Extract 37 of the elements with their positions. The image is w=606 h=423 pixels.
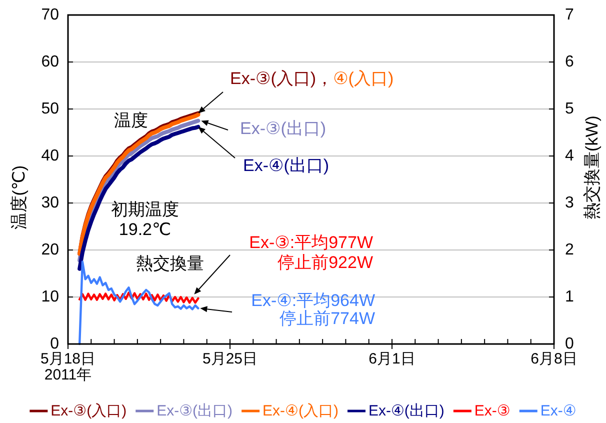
y-tick-label: 70	[41, 6, 60, 24]
annotation: Ex-④(出口)	[243, 156, 330, 174]
y2-axis-title: 熱交換量(kW)	[582, 116, 602, 220]
y-tick-label: 10	[41, 288, 60, 306]
y2-tick-label: 5	[565, 100, 574, 118]
y-tick-label: 50	[41, 100, 60, 118]
y2-tick-label: 1	[565, 288, 574, 306]
legend-label: Ex-④(入口)	[262, 402, 338, 420]
annotation: Ex-④:平均964W 停止前774W	[251, 290, 375, 328]
y2-tick-label: 2	[565, 242, 574, 258]
y-tick-label: 40	[41, 148, 60, 164]
y2-tick-label: 6	[565, 54, 574, 70]
legend-label: Ex-③	[474, 402, 510, 420]
x-tick-label: 6月8日	[530, 350, 578, 368]
annotation: Ex-③(入口)，	[230, 68, 334, 88]
y-tick-label: 30	[41, 194, 60, 212]
y2-tick-label: 3	[565, 194, 574, 212]
y2-tick-label: 7	[565, 6, 574, 24]
annotation: 温度	[114, 110, 148, 130]
annotation: ④(入口)	[333, 68, 394, 88]
y-tick-label: 0	[50, 336, 60, 352]
x-tick-label: 6月1日	[368, 350, 416, 368]
annotation: Ex-③(出口)	[240, 118, 326, 138]
legend-label: Ex-④(出口)	[368, 402, 444, 420]
x-tick-label: 5月25日	[202, 350, 258, 368]
annotation: Ex-③:平均977W 停止前922W	[249, 232, 373, 272]
y-tick-label: 20	[41, 242, 60, 258]
legend-label: Ex-③(入口)	[50, 402, 127, 420]
y-axis-title: 温度(℃)	[10, 165, 28, 230]
x-tick-label: 5月18日 2011年	[40, 350, 96, 384]
legend-label: Ex-④	[540, 402, 576, 420]
annotation: 熱交換量	[136, 254, 204, 272]
annotation: 初期温度 19.2℃	[111, 200, 179, 238]
y2-tick-label: 0	[565, 336, 574, 352]
y2-tick-label: 4	[565, 148, 574, 164]
legend-label: Ex-③(出口)	[156, 402, 233, 420]
y-tick-label: 60	[41, 54, 60, 70]
